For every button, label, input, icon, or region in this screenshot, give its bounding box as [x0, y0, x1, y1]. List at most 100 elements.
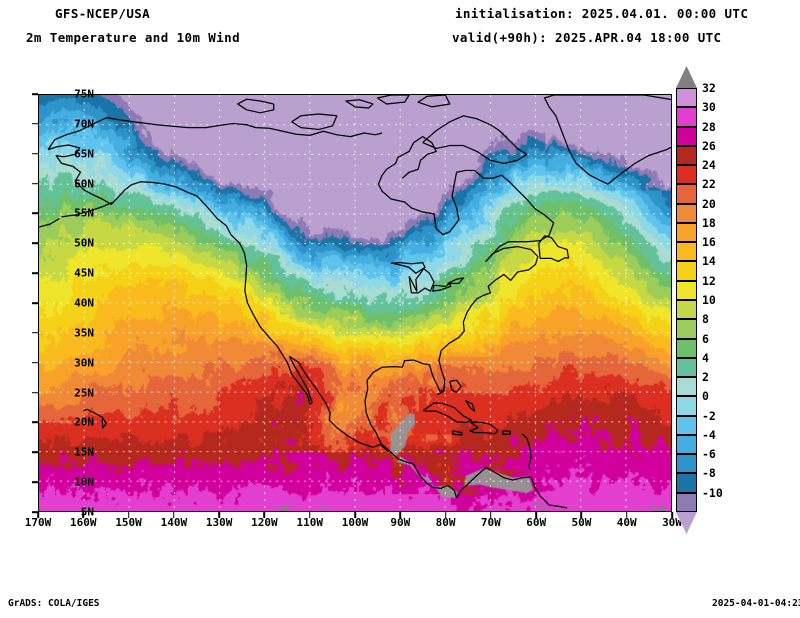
colorbar-swatch	[676, 377, 697, 397]
longitude-tick-label: 40W	[616, 516, 637, 529]
colorbar-tick-label: 4	[702, 350, 709, 365]
latitude-tick-label: 60N	[74, 177, 94, 191]
latitude-tick-label: 20N	[74, 415, 94, 429]
latitude-tick-mark	[32, 242, 38, 245]
colorbar-tick-label: 10	[702, 293, 716, 307]
latitude-tick-mark	[32, 272, 38, 274]
colorbar-tick-label: 22	[702, 177, 716, 192]
colorbar-swatch	[676, 319, 697, 339]
longitude-tick-label: 80W	[435, 516, 456, 529]
longitude-tick-label: 100W	[341, 516, 369, 529]
longitude-tick-mark	[671, 512, 673, 518]
longitude-tick-mark	[444, 512, 447, 518]
colorbar-tick-label: -8	[702, 466, 716, 481]
colorbar-swatch	[676, 165, 697, 185]
colorbar-tick-label: 14	[702, 254, 716, 269]
colorbar-swatch	[676, 242, 697, 262]
latitude-tick-mark	[32, 152, 38, 155]
colorbar-swatch	[676, 300, 697, 320]
latitude-tick-label: 75N	[74, 87, 94, 101]
colorbar-tick-label: 32	[702, 81, 716, 95]
latitude-tick-mark	[32, 481, 38, 483]
latitude-tick-label: 30N	[74, 356, 94, 370]
header-field-title: 2m Temperature and 10m Wind	[26, 30, 240, 45]
latitude-tick-label: 15N	[74, 445, 94, 459]
longitude-tick-label: 60W	[526, 516, 547, 529]
longitude-tick-label: 150W	[115, 516, 142, 529]
longitude-tick-label: 30W	[662, 516, 682, 529]
latitude-tick-mark	[32, 451, 38, 454]
colorbar-tick-label: 8	[702, 312, 709, 327]
colorbar-tick-label: 18	[702, 215, 716, 230]
colorbar-tick-label: -6	[702, 447, 716, 462]
latitude-tick-label: 10N	[74, 475, 94, 489]
longitude-tick-mark	[308, 512, 311, 518]
latitude-tick-mark	[32, 511, 38, 513]
longitude-tick-mark	[625, 512, 628, 518]
latitude-tick-mark	[32, 391, 38, 394]
latitude-tick-mark	[32, 361, 38, 364]
colorbar-swatch	[676, 357, 697, 378]
latitude-tick-label: 40N	[74, 296, 94, 310]
colorbar-tick-label: 20	[702, 196, 716, 211]
colorbar-swatch	[676, 396, 697, 416]
longitude-tick-label: 90W	[390, 516, 411, 529]
temperature-field-canvas	[39, 95, 671, 511]
colorbar-tick-label: 16	[702, 235, 716, 250]
longitude-tick-label: 130W	[205, 516, 233, 529]
latitude-tick-label: 65N	[74, 147, 94, 161]
colorbar-tick-label: 26	[702, 138, 716, 153]
longitude-tick-mark	[82, 512, 85, 518]
colorbar-swatch	[676, 203, 697, 223]
longitude-tick-mark	[354, 512, 356, 518]
colorbar-tick-label: -10	[702, 485, 723, 500]
colorbar-tick-label: 28	[702, 119, 716, 134]
colorbar-swatch	[676, 184, 697, 204]
longitude-tick-mark	[218, 512, 220, 518]
longitude-tick-mark	[173, 512, 175, 518]
colorbar-swatch	[676, 454, 697, 474]
colorbar-tick-label: 0	[702, 389, 709, 404]
latitude-tick-label: 35N	[74, 326, 94, 340]
colorbar-swatch	[676, 107, 697, 127]
temperature-colorbar	[676, 66, 697, 534]
latitude-tick-label: 55N	[74, 206, 94, 220]
longitude-tick-label: 120W	[251, 516, 278, 529]
colorbar-tick-label: 30	[702, 100, 716, 115]
longitude-tick-label: 50W	[571, 516, 592, 529]
colorbar-tick-label: -4	[702, 427, 716, 442]
colorbar-below-min-arrow	[676, 512, 697, 534]
colorbar-tick-label: 2	[702, 370, 709, 385]
latitude-tick-mark	[32, 182, 38, 185]
latitude-tick-mark	[32, 302, 38, 304]
longitude-tick-mark	[535, 512, 537, 518]
longitude-tick-label: 110W	[296, 516, 323, 529]
colorbar-tick-label: 6	[702, 331, 709, 346]
longitude-tick-mark	[490, 512, 492, 518]
colorbar-swatch	[676, 126, 697, 146]
colorbar-swatch	[676, 222, 697, 243]
colorbar-swatch	[676, 88, 697, 108]
colorbar-swatch	[676, 415, 697, 435]
latitude-tick-label: 70N	[74, 117, 94, 131]
latitude-tick-mark	[32, 123, 38, 125]
longitude-tick-mark	[580, 512, 583, 518]
header-valid-time: valid(+90h): 2025.APR.04 18:00 UTC	[452, 30, 722, 45]
footer-producer: GrADS: COLA/IGES	[8, 598, 100, 609]
colorbar-swatch	[676, 492, 697, 512]
header-initialisation-time: initialisation: 2025.04.01. 00:00 UTC	[455, 6, 749, 21]
colorbar-swatch	[676, 434, 697, 455]
colorbar-swatch	[676, 145, 697, 166]
map-plot-area	[38, 94, 672, 512]
longitude-tick-mark	[263, 512, 266, 518]
header-model-name: GFS-NCEP/USA	[55, 6, 151, 21]
longitude-tick-mark	[127, 512, 130, 518]
colorbar-tick-label: 24	[702, 158, 716, 173]
latitude-tick-mark	[32, 421, 38, 424]
colorbar-tick-label: 12	[702, 273, 716, 288]
footer-timestamp: 2025-04-01-04:23	[712, 598, 800, 609]
longitude-tick-mark	[399, 512, 402, 518]
colorbar-tick-label: -2	[702, 408, 716, 423]
latitude-tick-mark	[32, 332, 38, 334]
latitude-tick-label: 50N	[74, 236, 94, 250]
